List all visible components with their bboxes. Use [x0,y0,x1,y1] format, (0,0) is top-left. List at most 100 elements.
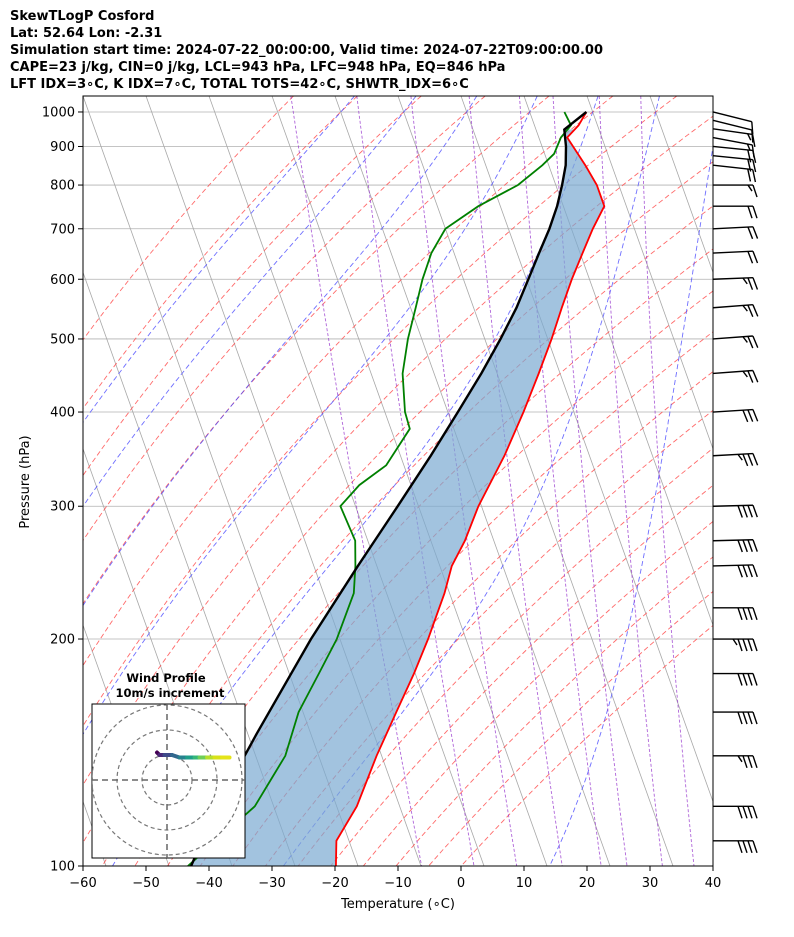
mixing-ratio-line [598,96,663,866]
station-title: SkewTLogP Cosford [10,9,155,24]
wind-barb-flag [747,184,753,192]
wind-barb-flag [752,184,758,198]
wind-barb-flag [752,453,759,466]
wind-barb-flag [747,711,753,725]
wind-barb-flag [737,673,743,686]
wind-barb-flag [742,277,748,285]
mixing-ratio-line [468,96,563,866]
dry-adiabat [167,290,713,866]
wind-barb-flag [752,840,758,854]
wind-profile-title: Wind Profile [126,671,206,685]
stability-indices: LFT IDX=3∘C, K IDX=7∘C, TOTAL TOTS=42∘C,… [10,77,469,92]
wind-barb-flag [742,638,748,652]
moist-adiabat [112,96,599,866]
parcel-path-line [189,111,588,866]
wind-barb [712,539,758,553]
wind-barb-flag [752,277,759,290]
wind-barb-flag [752,564,758,578]
wind-barb-flag [742,336,748,343]
wind-barb [712,335,759,349]
x-tick-label: 10 [516,876,533,891]
wind-barb-flag [742,673,748,686]
wind-barb [713,755,758,769]
isotherm-gridline [586,96,713,450]
y-tick-label: 600 [50,273,75,288]
wind-barb-flag [732,638,738,646]
wind-barb-flag [747,453,754,466]
wind-barb-flag [737,539,743,553]
dry-adiabat [265,409,713,866]
wind-barb-staff [712,539,754,542]
wind-barb-staff [712,335,753,340]
wind-barb [713,805,758,819]
wind-barb-flag [752,169,757,183]
x-tick-label: −50 [132,876,159,891]
wind-barb-flag [752,159,757,173]
dry-adiabat [83,96,294,341]
wind-barb [713,205,758,219]
wind-barb-flag [751,134,756,148]
x-tick-label: −40 [195,876,222,891]
wind-barb-flag [752,150,757,163]
x-tick-label: −10 [384,876,411,891]
isotherm-gridline [208,96,485,866]
dewpoint-line [187,111,573,866]
wind-barb-flag [752,335,759,348]
dry-adiabat [83,96,678,727]
wind-profile-frame [91,703,246,859]
wind-barb-flag [742,564,748,578]
wind-barb-flag [737,607,743,621]
wind-barb-flag [747,205,753,219]
wind-barb-flag [752,226,759,239]
wind-barb-flag [742,755,748,769]
wind-barb-flag [752,370,759,383]
wind-barb [713,672,758,686]
wind-barb-flag [742,711,748,725]
dry-adiabat [83,96,358,410]
y-tick-label: 400 [50,406,75,421]
dry-adiabat [101,205,713,866]
wind-barb-flag [752,205,758,219]
wind-barb-flag [752,673,758,686]
y-tick-label: 800 [50,179,75,194]
x-axis-label: Temperature (∘C) [340,897,455,912]
wind-barb [713,638,758,652]
dry-adiabat [83,96,550,605]
wind-barb-flag [747,638,753,652]
wind-profile-subtitle: 10m/s increment [116,686,225,700]
wind-barb-flag [737,505,743,518]
wind-barb-staff [712,136,753,146]
wind-barb-flag [747,133,752,141]
mixing-ratio-line [640,96,695,866]
wind-barb-staff [712,250,753,254]
x-tick-label: 40 [705,876,722,891]
wind-barb-flag [752,607,758,621]
wind-barb-staff [712,119,752,131]
y-tick-label: 1000 [42,105,75,120]
wind-barb-flag [747,226,754,240]
wind-barb-flag [742,840,748,854]
wind-barb-flag [737,565,743,578]
wind-barb-flag [737,711,743,725]
wind-barb-flag [752,505,758,518]
dry-adiabat [83,96,486,542]
moist-adiabat [549,143,713,866]
wind-barb [713,711,758,725]
wind-barb [712,504,758,518]
x-tick-label: −60 [69,876,96,891]
dry-adiabat [330,484,713,866]
y-tick-label: 700 [50,222,75,237]
wind-barb-flag [752,409,759,422]
wind-barb-flag [752,250,759,264]
cape-cin-levels: CAPE=23 j/kg, CIN=0 j/kg, LCL=943 hPa, L… [10,60,506,75]
wind-barb-flag [742,505,748,518]
wind-barb-staff [712,276,753,280]
wind-barb-flag [742,539,748,553]
x-tick-label: −30 [258,876,285,891]
wind-barb-staff [712,408,753,413]
wind-barb-staff [712,369,753,375]
wind-barb-flag [747,755,753,769]
wind-barb-flag [737,806,743,819]
wind-barb-flag [742,305,748,312]
